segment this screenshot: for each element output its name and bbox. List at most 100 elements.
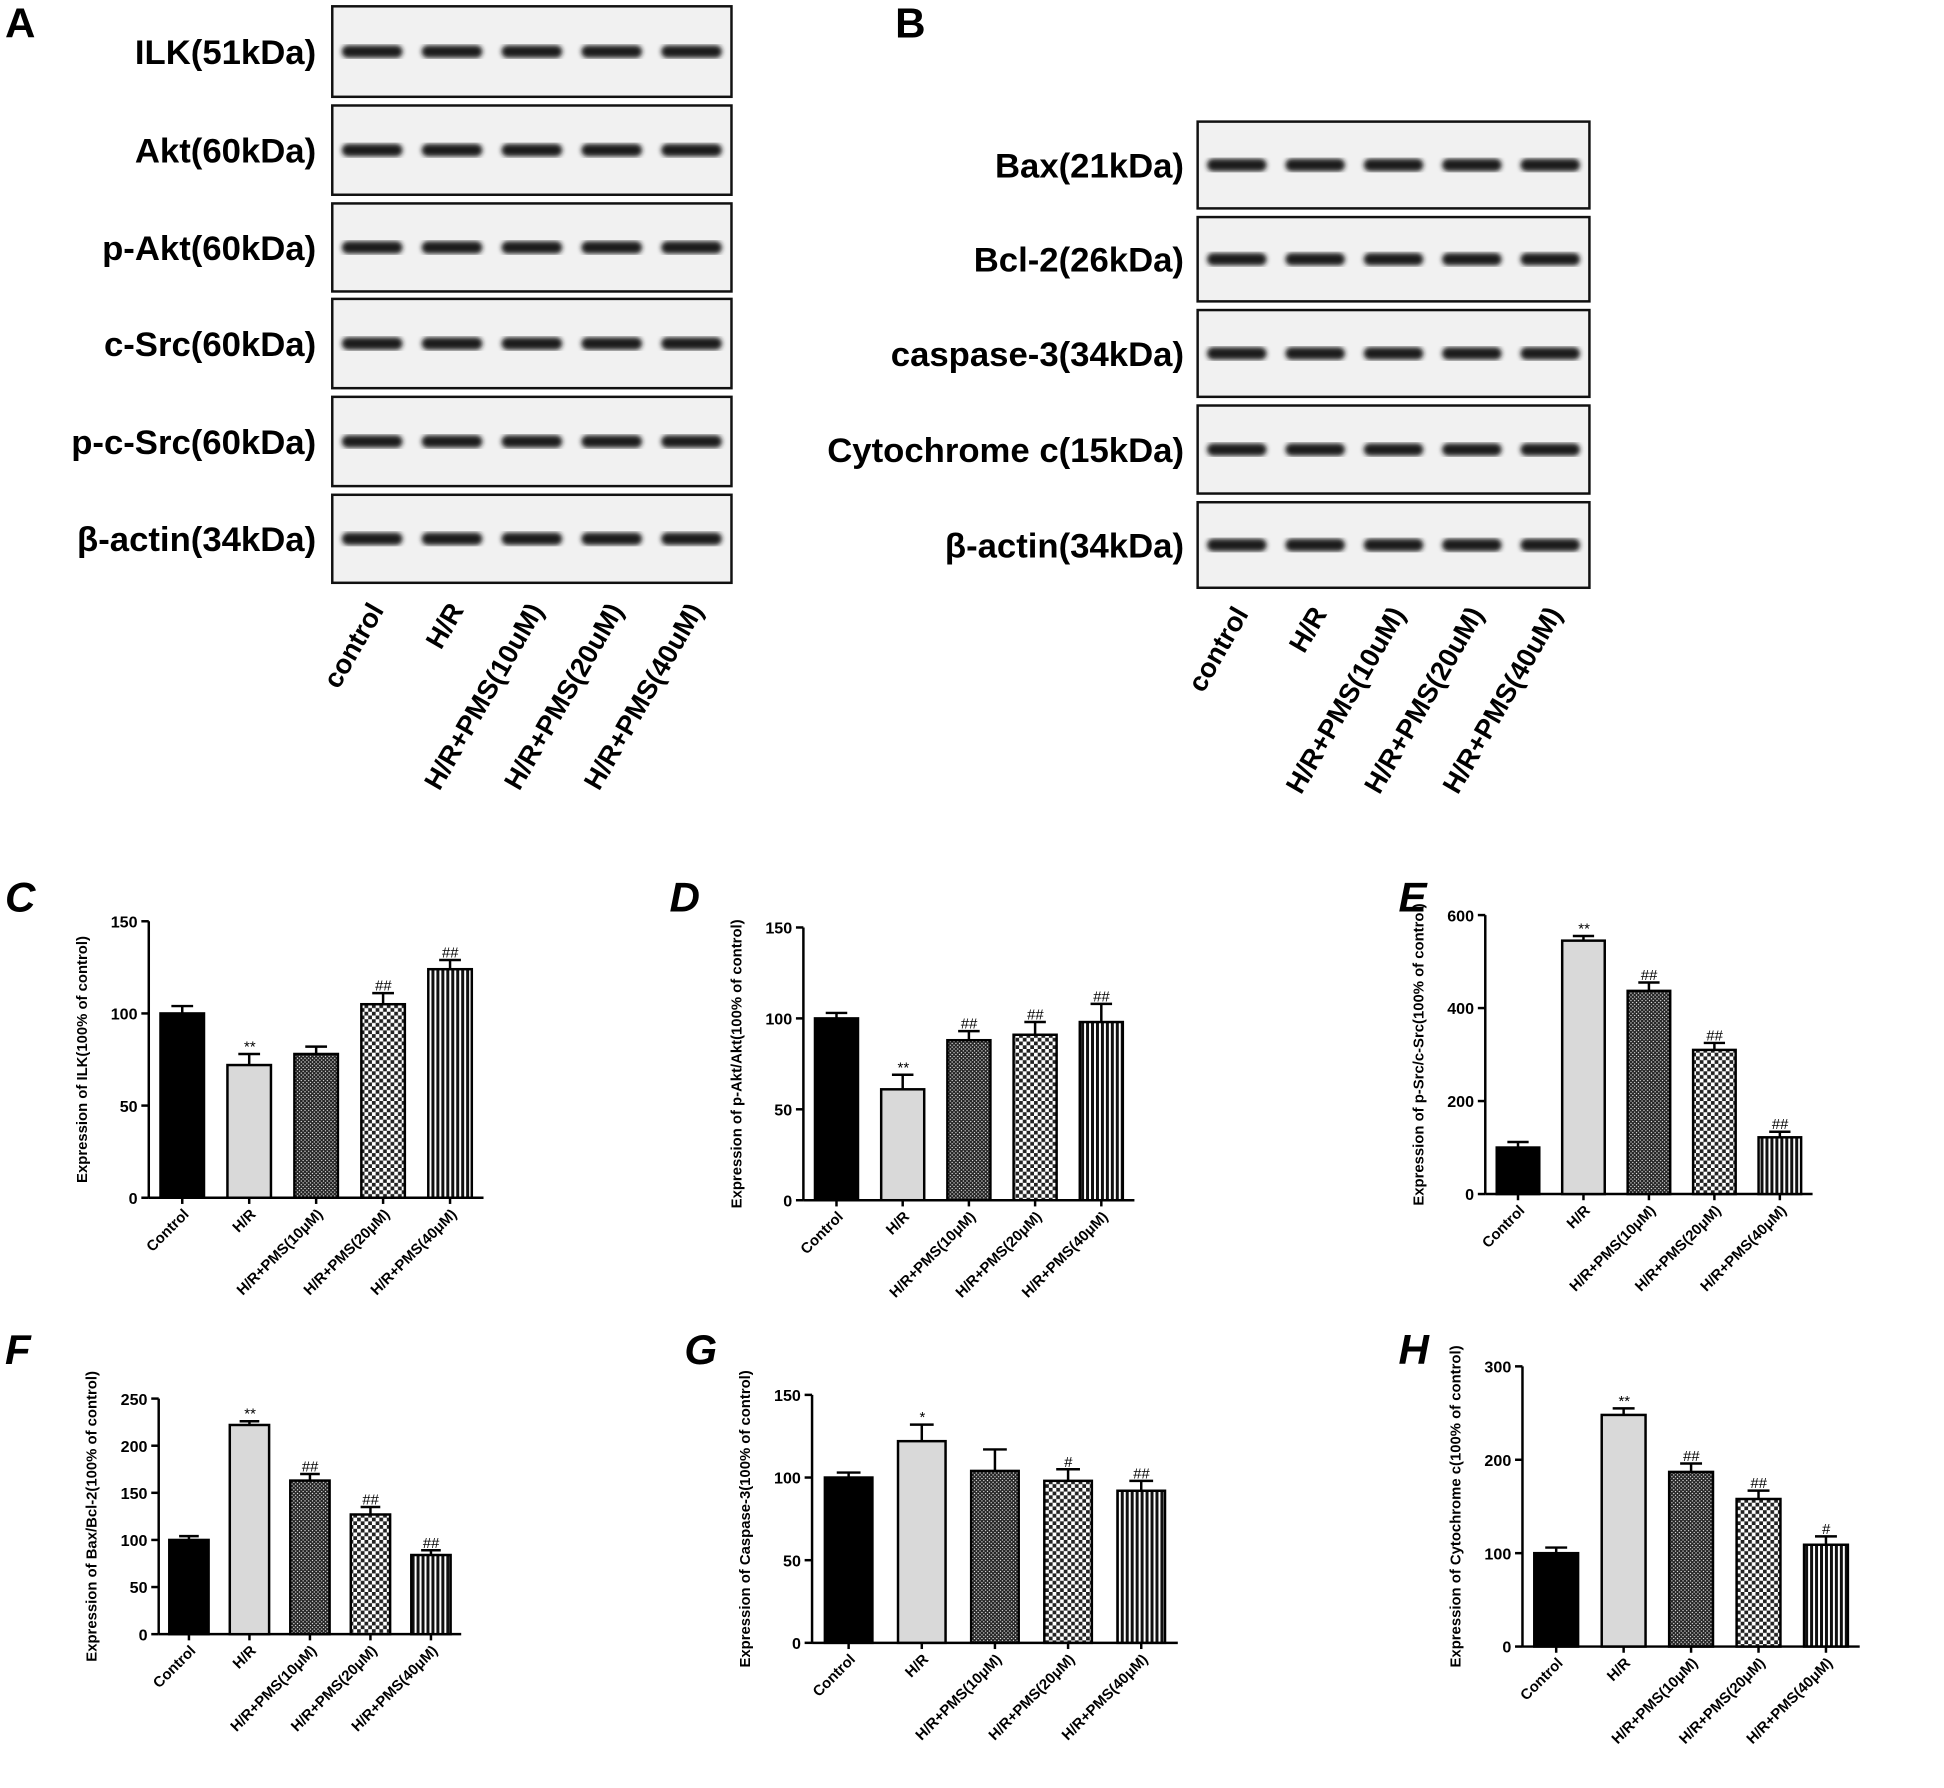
blot-band bbox=[1207, 253, 1267, 266]
blot-band bbox=[341, 532, 403, 545]
bar bbox=[813, 1017, 860, 1202]
bar bbox=[896, 1439, 947, 1645]
x-tick-label: H/R bbox=[903, 1652, 933, 1682]
y-tick-label: 100 bbox=[121, 1532, 148, 1550]
significance: # bbox=[1064, 1455, 1073, 1471]
blot-band bbox=[1207, 347, 1267, 360]
significance: ## bbox=[442, 946, 459, 962]
x-tick-label: H/R bbox=[230, 1643, 260, 1673]
blot-row-label: caspase-3(34kDa) bbox=[891, 336, 1184, 374]
y-axis-label: Expression of Cytochrome c(100% of contr… bbox=[1448, 1345, 1464, 1667]
x-tick-label: H/R bbox=[230, 1206, 260, 1236]
bar bbox=[1495, 1146, 1541, 1196]
blot-band bbox=[581, 435, 643, 448]
significance: ## bbox=[1133, 1466, 1150, 1482]
x-tick-label: Control bbox=[798, 1209, 847, 1258]
lane-label: H/R bbox=[1282, 601, 1332, 657]
y-tick-label: 100 bbox=[1484, 1545, 1511, 1563]
blot-band bbox=[1442, 443, 1502, 456]
significance: ** bbox=[1578, 922, 1591, 938]
significance: * bbox=[919, 1410, 926, 1426]
y-tick-label: 0 bbox=[783, 1192, 792, 1210]
blot-band bbox=[1285, 347, 1345, 360]
significance: ## bbox=[1093, 989, 1110, 1005]
blot-band bbox=[1520, 253, 1581, 266]
blot-band bbox=[341, 435, 403, 448]
blot-band bbox=[1520, 443, 1581, 456]
bar bbox=[1802, 1543, 1850, 1648]
blot-band bbox=[501, 241, 563, 254]
bar bbox=[969, 1469, 1020, 1645]
blot-band bbox=[1442, 538, 1502, 552]
blot-row-label: Cytochrome c(15kDa) bbox=[827, 432, 1184, 470]
blot-band bbox=[501, 435, 563, 448]
x-tick-label: Control bbox=[144, 1207, 193, 1256]
blot-band bbox=[581, 241, 643, 254]
blot-band bbox=[661, 337, 722, 350]
y-tick-label: 100 bbox=[765, 1011, 792, 1029]
blot-band bbox=[1207, 538, 1267, 552]
blot-row-label: β-actin(34kDa) bbox=[77, 521, 316, 559]
bar bbox=[1116, 1489, 1167, 1645]
bar bbox=[360, 1002, 407, 1199]
y-axis-label: Expression of p-Akt/Akt(100% of control) bbox=[729, 919, 745, 1208]
blot-band bbox=[1442, 158, 1502, 172]
bar bbox=[1735, 1497, 1782, 1648]
y-tick-label: 0 bbox=[1465, 1186, 1474, 1204]
y-tick-label: 150 bbox=[111, 913, 138, 931]
panel-letter: H bbox=[1398, 1326, 1430, 1373]
blot-band bbox=[1285, 158, 1345, 172]
y-tick-label: 0 bbox=[129, 1190, 138, 1208]
bar bbox=[427, 967, 474, 1199]
blot-band bbox=[341, 143, 403, 157]
significance: # bbox=[1822, 1522, 1831, 1538]
bar bbox=[946, 1038, 992, 1202]
bar bbox=[1691, 1048, 1737, 1196]
y-axis-label: Expression of p-Src/c-Src(100% of contro… bbox=[1411, 903, 1427, 1205]
bar bbox=[1043, 1479, 1094, 1645]
bar bbox=[1560, 939, 1606, 1196]
blot-band bbox=[421, 45, 483, 58]
blot-band bbox=[1285, 253, 1345, 266]
panel-letter: F bbox=[5, 1326, 32, 1373]
blot-band bbox=[421, 143, 483, 157]
blot-row-label: β-actin(34kDa) bbox=[945, 527, 1184, 565]
y-tick-label: 50 bbox=[120, 1098, 138, 1116]
panel-letter: B bbox=[895, 0, 925, 46]
x-tick-label: H/R bbox=[1564, 1203, 1594, 1233]
bar bbox=[1012, 1033, 1058, 1202]
panel-letter: C bbox=[5, 873, 36, 920]
blot-band bbox=[1520, 158, 1581, 172]
bar bbox=[289, 1479, 331, 1636]
significance: ## bbox=[1772, 1117, 1789, 1133]
bar bbox=[1667, 1470, 1715, 1648]
significance: ** bbox=[897, 1060, 910, 1076]
bar bbox=[349, 1513, 392, 1636]
blot-band bbox=[1520, 347, 1581, 360]
bar bbox=[410, 1553, 452, 1636]
y-tick-label: 100 bbox=[111, 1006, 138, 1024]
bar bbox=[159, 1012, 206, 1199]
significance: ## bbox=[1641, 968, 1658, 984]
blot-band bbox=[341, 45, 403, 58]
bar bbox=[1600, 1413, 1647, 1648]
significance: ## bbox=[302, 1459, 319, 1475]
blot-band bbox=[661, 435, 722, 448]
blot-band bbox=[1520, 538, 1581, 552]
blot-band bbox=[1363, 158, 1424, 172]
x-tick-label: H/R bbox=[884, 1209, 914, 1239]
blot-row-label: Bax(21kDa) bbox=[995, 147, 1184, 185]
y-axis-label: Expression of Caspase-3(100% of control) bbox=[738, 1370, 754, 1667]
y-tick-label: 200 bbox=[121, 1438, 148, 1456]
blot-band bbox=[341, 337, 403, 350]
bar bbox=[879, 1088, 926, 1202]
lane-label: control bbox=[1181, 601, 1254, 697]
blot-band bbox=[421, 435, 483, 448]
y-tick-label: 400 bbox=[1447, 1000, 1474, 1018]
bar bbox=[168, 1538, 210, 1636]
y-tick-label: 50 bbox=[783, 1552, 801, 1570]
y-tick-label: 50 bbox=[130, 1579, 148, 1597]
blot-band bbox=[1285, 443, 1345, 456]
x-tick-label: Control bbox=[810, 1652, 859, 1701]
